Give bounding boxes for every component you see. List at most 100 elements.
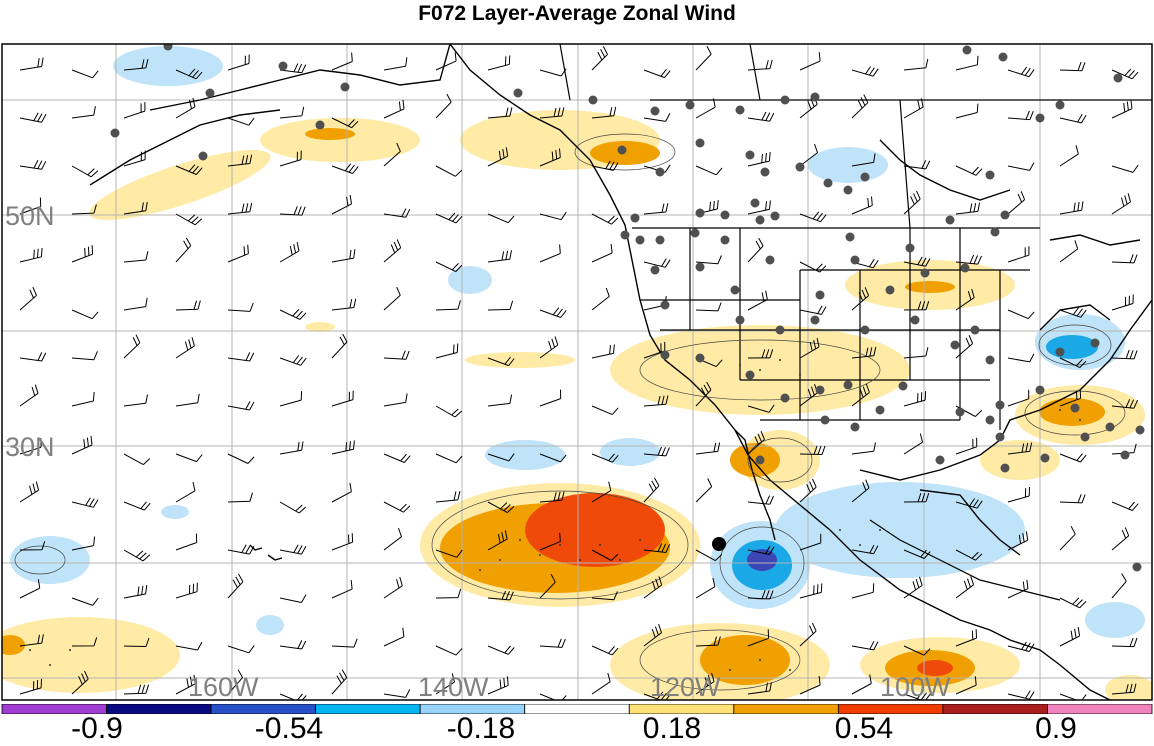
wind-barb: [1007, 162, 1035, 171]
wind-barb: [1111, 637, 1138, 648]
wind-barb: [695, 381, 712, 407]
wind-barb: [903, 160, 931, 170]
wind-barb: [279, 206, 306, 216]
wind-barb: [227, 401, 255, 411]
wind-barb: [279, 355, 307, 366]
wind-barb: [1059, 240, 1079, 263]
wind-barb: [175, 481, 196, 503]
station-dot: [810, 315, 820, 325]
wind-barb: [799, 211, 827, 223]
wind-barb: [955, 629, 977, 647]
wind-barb: [175, 453, 203, 463]
station-dot: [875, 405, 885, 415]
station-dot: [815, 385, 825, 395]
wind-barb: [227, 154, 253, 167]
wind-barb: [71, 391, 95, 407]
wind-barb: [383, 501, 411, 513]
station-dot: [720, 210, 730, 220]
wind-barb: [591, 549, 619, 561]
station-dot: [1055, 347, 1065, 357]
wind-barb: [279, 441, 304, 455]
wind-barb: [955, 676, 977, 695]
station-dot: [620, 230, 630, 240]
station-dot: [795, 162, 805, 172]
wind-barb: [955, 576, 975, 599]
wind-barb: [1059, 389, 1082, 407]
wind-barb: [903, 433, 924, 455]
wind-barb: [643, 477, 660, 503]
wind-barb: [279, 594, 307, 603]
station-dot: [1070, 403, 1080, 413]
wind-barb: [643, 203, 669, 215]
wind-barb: [71, 309, 99, 320]
station-dot: [685, 100, 695, 110]
wind-barb: [903, 691, 931, 700]
wind-barb: [851, 383, 870, 407]
wind-barb: [591, 645, 619, 656]
wind-barb: [383, 208, 411, 218]
wind-barb: [227, 202, 253, 215]
wind-barb: [903, 301, 930, 311]
wind-barb: [383, 689, 411, 698]
station-dot: [1113, 73, 1123, 83]
wind-barb: [1007, 110, 1034, 121]
station-dot: [850, 422, 860, 432]
contour-lines: [14, 133, 1126, 691]
wind-barb: [71, 351, 98, 361]
wind-barb: [1007, 641, 1035, 652]
station-dot: [985, 355, 995, 365]
wind-barb: [1007, 309, 1035, 320]
station-dot: [315, 120, 325, 130]
wind-barb: [643, 113, 671, 122]
wind-barb: [279, 391, 303, 407]
wind-barb: [71, 497, 99, 508]
wind-barb: [591, 160, 619, 171]
wind-barb: [1059, 627, 1081, 647]
wind-barb: [71, 637, 98, 647]
map-frame-border: [1, 43, 1153, 701]
colorbar-tick-label: 0.18: [642, 712, 702, 745]
wind-barb: [123, 394, 148, 407]
wind-barb: [123, 150, 146, 167]
station-dot: [843, 380, 853, 390]
wind-barb: [175, 641, 203, 651]
colorbar-bin: [733, 704, 839, 714]
station-dot: [1135, 425, 1145, 435]
wind-barb: [539, 211, 567, 221]
wind-barb: [1007, 531, 1029, 551]
wind-barb: [851, 583, 875, 599]
station-dot: [660, 350, 670, 360]
wind-barb: [539, 638, 566, 648]
station-dot: [920, 268, 930, 278]
wind-barb: [799, 337, 820, 359]
wind-barb: [383, 286, 401, 311]
wind-barb: [695, 478, 713, 503]
wind-barb: [591, 213, 619, 225]
station-dot: [755, 215, 765, 225]
station-markers: [110, 44, 1145, 572]
station-dot: [588, 95, 598, 105]
wind-barb: [955, 254, 982, 265]
colorbar-bin: [524, 704, 630, 714]
station-dot: [1035, 113, 1045, 123]
wind-barb: [539, 307, 567, 318]
wind-barb: [591, 46, 608, 71]
wind-barb: [435, 93, 452, 119]
station-dot: [810, 92, 820, 102]
station-dot: [905, 243, 915, 253]
station-dot: [340, 82, 350, 92]
station-dot: [845, 232, 855, 242]
wind-barb: [71, 536, 96, 551]
wind-barb: [487, 453, 515, 462]
wind-barbs: [19, 45, 1139, 700]
wind-barb: [331, 669, 348, 695]
station-dot: [955, 407, 965, 417]
wind-barb: [1111, 501, 1139, 511]
station-dot: [1080, 432, 1090, 442]
wind-barb: [175, 164, 203, 175]
station-dot: [1035, 385, 1045, 395]
wind-barb: [903, 58, 929, 71]
wind-barb: [71, 597, 99, 606]
wind-barb: [1111, 683, 1137, 695]
wind-barb: [19, 159, 47, 170]
